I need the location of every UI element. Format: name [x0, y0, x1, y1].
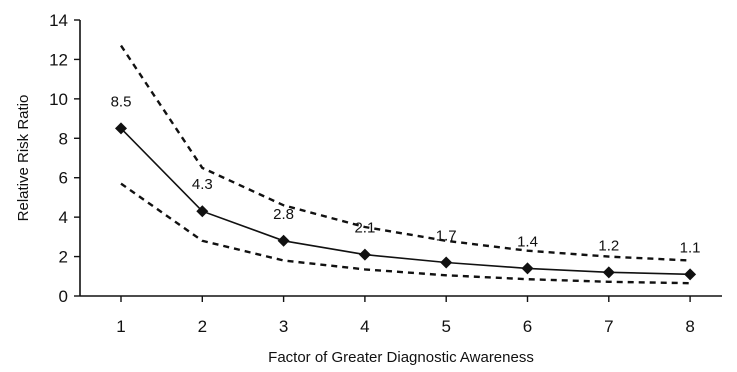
data-point-marker: [440, 256, 453, 269]
data-label: 8.5: [111, 93, 132, 110]
y-tick-label: 14: [49, 11, 68, 30]
data-point-marker: [684, 268, 697, 281]
data-point-marker: [115, 122, 127, 135]
y-tick-label: 0: [59, 287, 68, 306]
data-label: 4.3: [192, 176, 213, 193]
confidence-bound-line: [120, 44, 691, 262]
confidence-bound-line: [120, 182, 691, 285]
y-axis-title: Relative Risk Ratio: [15, 95, 32, 222]
data-point-marker: [196, 205, 209, 218]
x-tick-label: 8: [685, 317, 694, 336]
x-axis-title: Factor of Greater Diagnostic Awareness: [268, 349, 534, 366]
x-tick-label: 5: [441, 317, 450, 336]
y-axis-ticks: 0 2 4 6 8 10 12 14: [49, 11, 80, 306]
x-tick-label: 6: [523, 317, 532, 336]
x-tick-label: 2: [198, 317, 207, 336]
x-tick-label: 7: [604, 317, 613, 336]
data-point-marker: [358, 248, 371, 261]
data-point-marker: [521, 262, 534, 275]
data-label: 2.8: [273, 206, 294, 223]
data-point-marker: [277, 234, 290, 247]
y-tick-label: 12: [49, 50, 68, 69]
y-tick-label: 6: [59, 169, 68, 188]
data-label: 1.4: [517, 233, 538, 250]
y-tick-label: 2: [59, 248, 68, 267]
data-label: 1.2: [598, 237, 619, 254]
main-series-line: [120, 127, 691, 276]
x-tick-label: 3: [279, 317, 288, 336]
x-axis-ticks: 1 2 3 4 5 6 7 8: [116, 296, 695, 336]
x-tick-label: 1: [116, 317, 125, 336]
y-tick-label: 10: [49, 90, 68, 109]
x-tick-label: 4: [360, 317, 369, 336]
data-point-marker: [602, 266, 615, 279]
y-tick-label: 8: [59, 129, 68, 148]
y-tick-label: 4: [59, 208, 68, 227]
data-label: 1.1: [680, 239, 701, 256]
series-layer: 8.54.32.82.1 1.7 1.4 1.2 1.1: [111, 44, 701, 285]
